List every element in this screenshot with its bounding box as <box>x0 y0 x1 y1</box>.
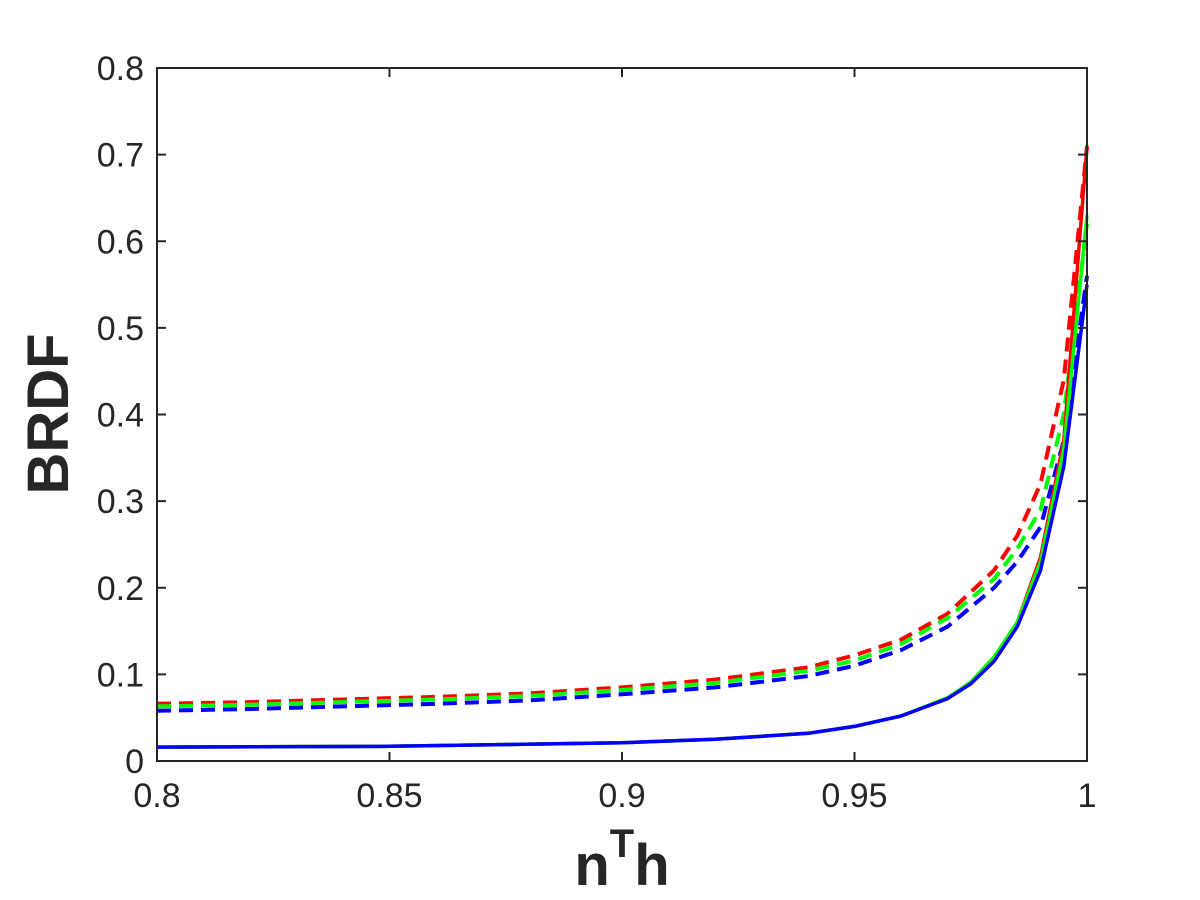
x-axis-label-tail: h <box>634 833 669 898</box>
x-axis-label: nTh <box>574 822 669 898</box>
y-axis-label: BRDF <box>16 333 81 494</box>
y-tick-label: 0.6 <box>97 223 144 261</box>
y-tick-label: 0.8 <box>97 50 144 88</box>
x-tick-label: 0.85 <box>356 777 422 815</box>
series-line-solid-5 <box>156 284 1089 749</box>
x-tick-label: 1 <box>1078 777 1097 815</box>
y-tick-label: 0 <box>125 743 144 781</box>
series-layer <box>156 145 1089 749</box>
y-tick-label: 0.4 <box>97 397 144 435</box>
y-tick-label: 0.1 <box>97 656 144 694</box>
ticks-layer: 0.8 0.85 0.9 0.95 1 0 0.1 0.2 0.3 0.4 0.5 0.6 0.7 0.8 <box>97 50 1097 815</box>
x-tick-label: 0.95 <box>821 777 887 815</box>
y-tick-label: 0.5 <box>97 310 144 348</box>
plot-area-frame <box>156 67 1088 762</box>
series-line-solid-3 <box>156 145 1089 749</box>
y-tick-label: 0.2 <box>97 570 144 608</box>
x-tick-label: 0.9 <box>598 777 645 815</box>
x-axis-label-superscript: T <box>610 822 634 866</box>
y-tick-label: 0.3 <box>97 483 144 521</box>
series-line-dashed-2 <box>156 275 1089 713</box>
x-axis-label-base: n <box>574 833 609 898</box>
x-tick-label: 0.8 <box>133 777 180 815</box>
series-line-dashed-0 <box>156 145 1089 706</box>
y-tick-label: 0.7 <box>97 137 144 175</box>
series-line-solid-4 <box>156 215 1089 749</box>
series-line-dashed-1 <box>156 223 1089 709</box>
